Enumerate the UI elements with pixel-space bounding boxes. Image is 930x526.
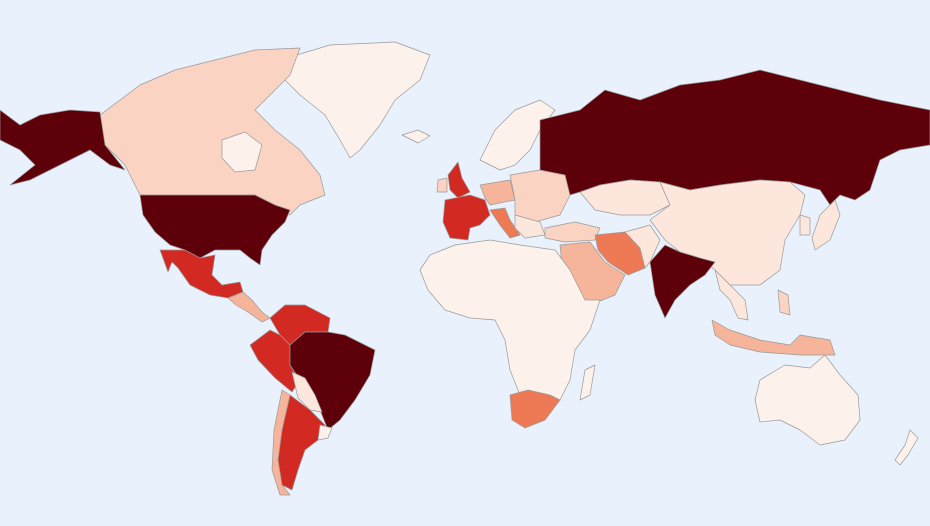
new-zealand <box>894 429 919 466</box>
ireland <box>436 177 448 193</box>
hudson-bay <box>221 131 263 173</box>
uruguay <box>317 424 333 441</box>
usa <box>139 194 291 266</box>
japan <box>811 199 841 251</box>
turkey <box>544 221 601 243</box>
south-africa <box>509 389 561 429</box>
india <box>649 244 716 319</box>
bolivia-paraguay <box>291 371 323 413</box>
france-spain <box>442 194 491 241</box>
indonesia <box>711 319 836 356</box>
united-kingdom <box>447 161 471 199</box>
alaska <box>0 109 126 186</box>
china-mongolia <box>649 179 806 286</box>
madagascar <box>579 364 596 401</box>
africa <box>419 239 601 411</box>
germany <box>479 179 516 206</box>
australia <box>754 354 861 446</box>
southeast-asia <box>714 269 749 321</box>
philippines <box>777 289 791 316</box>
chile <box>271 389 291 496</box>
greenland <box>279 41 431 159</box>
italy <box>489 207 521 239</box>
balkans <box>514 214 546 239</box>
iceland <box>401 129 431 144</box>
korea <box>799 214 811 236</box>
